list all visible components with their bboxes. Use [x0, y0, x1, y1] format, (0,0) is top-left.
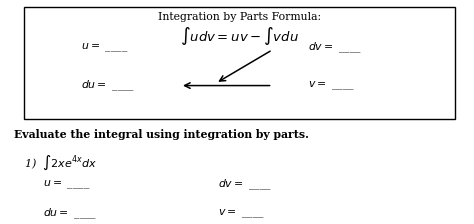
- Text: $u =$ ____: $u =$ ____: [81, 42, 128, 54]
- Text: 1)  $\int 2xe^{4x}dx$: 1) $\int 2xe^{4x}dx$: [24, 153, 97, 172]
- Text: $v =$ ____: $v =$ ____: [218, 208, 265, 220]
- Text: $u =$ ____: $u =$ ____: [43, 179, 90, 191]
- Text: Evaluate the integral using integration by parts.: Evaluate the integral using integration …: [14, 129, 309, 140]
- Text: $\int udv = uv - \int vdu$: $\int udv = uv - \int vdu$: [180, 25, 299, 47]
- Bar: [24, 7, 455, 119]
- Text: $dv =$ ____: $dv =$ ____: [218, 178, 272, 192]
- Text: $v =$ ____: $v =$ ____: [308, 80, 355, 93]
- Text: $dv =$ ____: $dv =$ ____: [308, 41, 362, 55]
- Text: Integration by Parts Formula:: Integration by Parts Formula:: [158, 12, 321, 22]
- Text: $du =$ ____: $du =$ ____: [81, 79, 135, 93]
- Text: $du =$ ____: $du =$ ____: [43, 207, 97, 221]
